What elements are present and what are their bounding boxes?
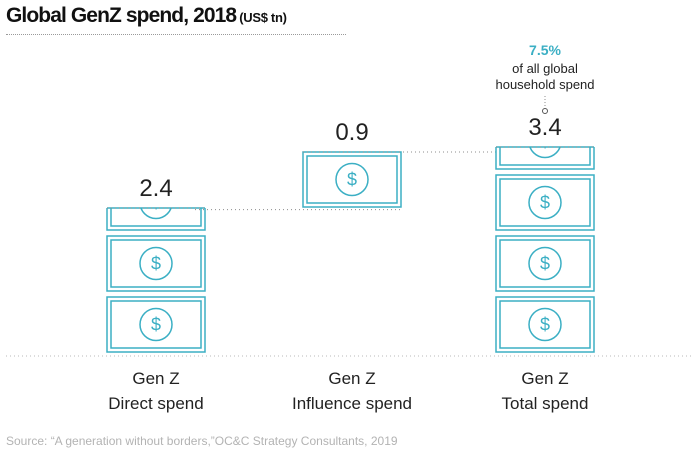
dollar-sign-icon: $ bbox=[540, 132, 550, 152]
annotation-text: household spend bbox=[495, 77, 594, 92]
category-label-1: Influence spend bbox=[292, 394, 412, 413]
category-label-0: Gen Z bbox=[132, 369, 179, 388]
category-label-1: Gen Z bbox=[328, 369, 375, 388]
category-label-0: Direct spend bbox=[108, 394, 203, 413]
banknote-outline bbox=[495, 296, 595, 353]
banknote-outline bbox=[495, 147, 595, 170]
banknote-outline bbox=[106, 235, 206, 292]
banknote: $ bbox=[106, 193, 206, 231]
dollar-sign-icon: $ bbox=[151, 254, 161, 274]
banknote-outline bbox=[495, 174, 595, 231]
dollar-coin bbox=[528, 246, 562, 281]
bar-0: $ $ $ bbox=[106, 193, 206, 353]
value-label-1: 0.9 bbox=[335, 119, 368, 146]
dollar-sign-icon: $ bbox=[347, 170, 357, 190]
dollar-sign-icon: $ bbox=[540, 254, 550, 274]
category-label-2: Total spend bbox=[502, 394, 589, 413]
banknote: $ bbox=[302, 151, 402, 208]
annotation-dot bbox=[542, 108, 548, 114]
dollar-coin bbox=[528, 185, 562, 220]
banknote: $ bbox=[495, 235, 595, 292]
banknote-inner-border bbox=[499, 178, 591, 227]
title-dotted-rule bbox=[6, 34, 346, 35]
dollar-coin bbox=[139, 307, 173, 342]
dollar-sign-icon: $ bbox=[151, 315, 161, 335]
bar-2: $ $ $ $ bbox=[495, 132, 595, 353]
chart-title-unit: (US$ tn) bbox=[239, 10, 287, 25]
banknote-inner-border bbox=[499, 300, 591, 349]
dollar-coin bbox=[139, 246, 173, 281]
chart-title-text: Global GenZ spend, 2018 bbox=[6, 4, 237, 27]
dollar-coin bbox=[140, 208, 172, 220]
banknote-inner-border bbox=[499, 239, 591, 288]
dollar-coin bbox=[528, 307, 562, 342]
chart-title: Global GenZ spend, 2018 (US$ tn) bbox=[6, 4, 287, 28]
banknote-inner-border bbox=[110, 300, 202, 349]
banknote: $ bbox=[106, 235, 206, 292]
dollar-sign-icon: $ bbox=[540, 315, 550, 335]
annotation-highlight: 7.5% bbox=[529, 42, 561, 58]
dollar-coin bbox=[335, 162, 369, 197]
source-note: Source: “A generation without borders,”O… bbox=[6, 434, 398, 448]
bar-1: $ bbox=[302, 151, 402, 208]
value-label-0: 2.4 bbox=[139, 175, 172, 202]
banknote-outline bbox=[106, 296, 206, 353]
banknote-inner-border bbox=[110, 208, 202, 227]
banknote: $ bbox=[106, 296, 206, 353]
value-label-2: 3.4 bbox=[528, 114, 561, 141]
banknote-outline bbox=[106, 208, 206, 231]
banknote-outline bbox=[495, 235, 595, 292]
dollar-sign-icon: $ bbox=[151, 193, 161, 213]
banknote-inner-border bbox=[499, 147, 591, 166]
banknote-pictogram-chart: $ $ $2.4 Gen Z Direct spend $0.9 Gen Z Influenc… bbox=[6, 42, 694, 413]
dollar-coin bbox=[529, 147, 561, 159]
banknote: $ bbox=[495, 132, 595, 170]
banknote-inner-border bbox=[306, 155, 398, 204]
banknote: $ bbox=[495, 174, 595, 231]
banknote-inner-border bbox=[110, 239, 202, 288]
annotation-text: of all global bbox=[512, 61, 578, 76]
banknote: $ bbox=[495, 296, 595, 353]
dollar-sign-icon: $ bbox=[540, 193, 550, 213]
category-label-2: Gen Z bbox=[521, 369, 568, 388]
